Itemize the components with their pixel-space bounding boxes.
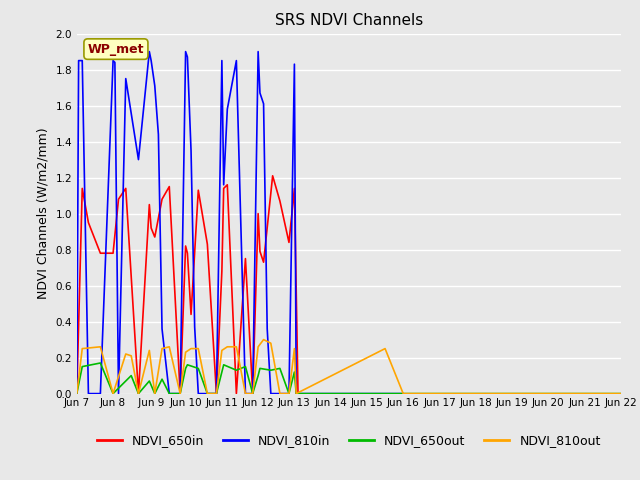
Text: WP_met: WP_met [88,43,144,56]
Legend: NDVI_650in, NDVI_810in, NDVI_650out, NDVI_810out: NDVI_650in, NDVI_810in, NDVI_650out, NDV… [92,429,605,452]
Y-axis label: NDVI Channels (W/m2/mm): NDVI Channels (W/m2/mm) [36,128,50,300]
Title: SRS NDVI Channels: SRS NDVI Channels [275,13,423,28]
